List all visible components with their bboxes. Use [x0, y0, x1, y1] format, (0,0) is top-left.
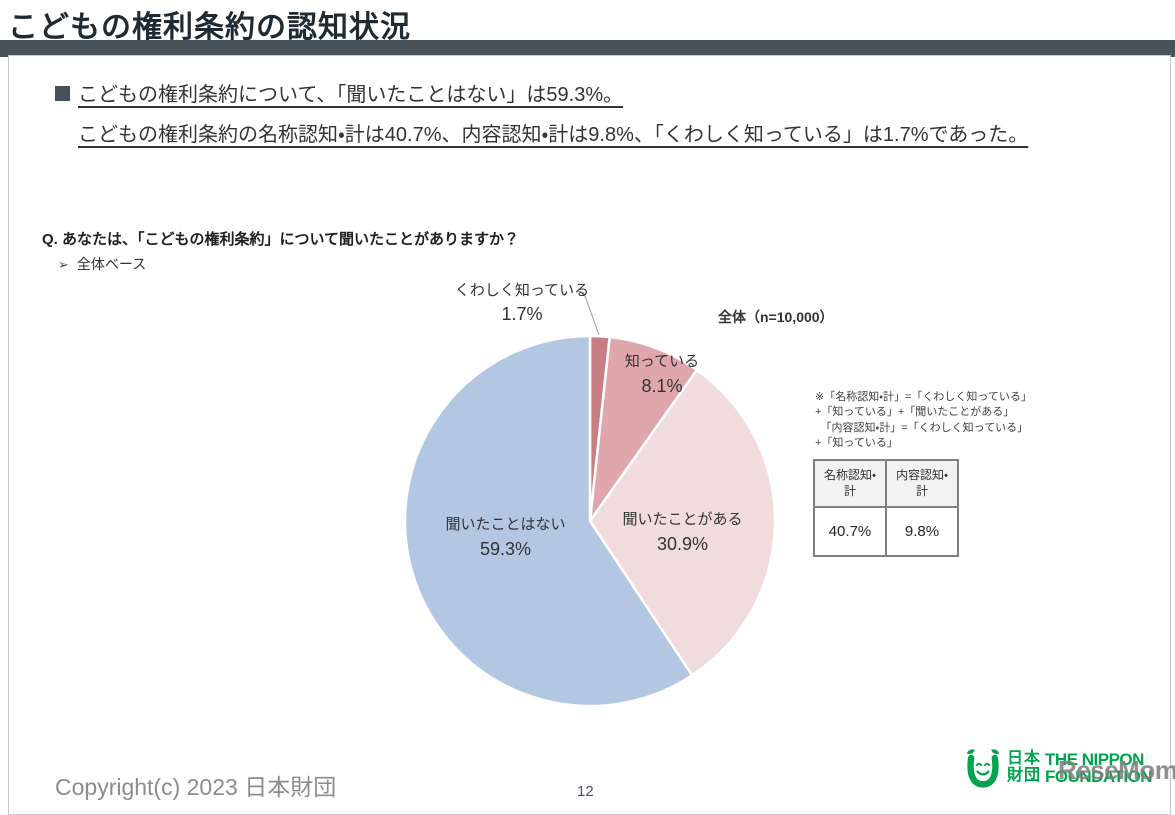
nippon-foundation-logo: 日本 財団 THE NIPPON FOUNDATION [963, 746, 1153, 790]
table-header-cell: 内容認知・計 [885, 459, 959, 508]
pie-label-text: 聞いたことがある [622, 511, 743, 528]
awareness-summary-table: 名称認知・計 内容認知・計 40.7% 9.8% [813, 459, 959, 557]
table-value-row: 40.7% 9.8% [813, 506, 959, 557]
copyright-text: Copyright(c) 2023 日本財団 [55, 774, 337, 800]
bullet-square-icon [55, 86, 70, 101]
pie-label-kiita-nai: 聞いたことはない 59.3% [423, 513, 588, 560]
definition-note: ※「名称認知・計」=「くわしく知っている」 +「知っている」+「聞いたことがある… [815, 391, 1032, 450]
pie-slice [403, 334, 694, 708]
pie-label-text: 聞いたことはない [445, 516, 566, 533]
pie-label-text: くわしく知っている [454, 282, 590, 299]
pie-label-value: 1.7% [501, 304, 543, 324]
pie-label-shitteiru: 知っている 8.1% [592, 350, 732, 397]
table-value-cell: 9.8% [885, 506, 959, 557]
base-row: ➢ 全体ベース [58, 254, 146, 274]
leader-line [577, 290, 600, 336]
table-header-cell: 名称認知・計 [813, 459, 887, 508]
pie-slice [588, 368, 777, 677]
base-label: 全体ベース [76, 256, 147, 272]
page-number: 12 [577, 783, 594, 800]
summary-line-1: こどもの権利条約について、「聞いたことはない」は59.3%。 [78, 84, 624, 106]
pie-label-value: 30.9% [656, 534, 709, 554]
logo-en-line1: THE NIPPON [1045, 750, 1144, 769]
logo-jp-text: 日本 財団 [1007, 750, 1042, 785]
arrow-marker-icon: ➢ [58, 257, 69, 272]
pie-label-text: 知っている [624, 353, 700, 370]
pie-label-kiita-aru: 聞いたことがある 30.9% [600, 508, 765, 555]
pie-label-kuwashiku: くわしく知っている 1.7% [452, 279, 592, 325]
question-text: Q. あなたは、「こどもの権利条約」について聞いたことがありますか？ [42, 231, 520, 248]
sample-size-label: 全体（n=10,000） [718, 309, 834, 325]
pie-label-value: 59.3% [479, 539, 532, 559]
pie-chart [403, 290, 777, 708]
logo-jp-line1: 日本 [1007, 750, 1042, 768]
foundation-smiley-icon [966, 749, 1000, 788]
slide: { "header": { "title": "こどもの権利条約の認知状況", … [0, 11, 1175, 815]
summary-line-2: こどもの権利条約の名称認知・計は40.7%、内容認知・計は9.8%、「くわしく知… [78, 124, 1029, 146]
logo-en-text: THE NIPPON FOUNDATION [1045, 750, 1153, 786]
pie-slice [588, 335, 699, 523]
page-title: こどもの権利条約の認知状況 [8, 11, 411, 44]
accent-bar [0, 40, 1175, 57]
table-header-row: 名称認知・計 内容認知・計 [813, 459, 959, 508]
logo-jp-line2: 財団 [1007, 767, 1042, 784]
pie-label-value: 8.1% [641, 376, 683, 396]
logo-en-line2: FOUNDATION [1045, 767, 1153, 786]
resemom-watermark: ReseMom. [1058, 755, 1175, 785]
table-value-cell: 40.7% [813, 506, 887, 557]
